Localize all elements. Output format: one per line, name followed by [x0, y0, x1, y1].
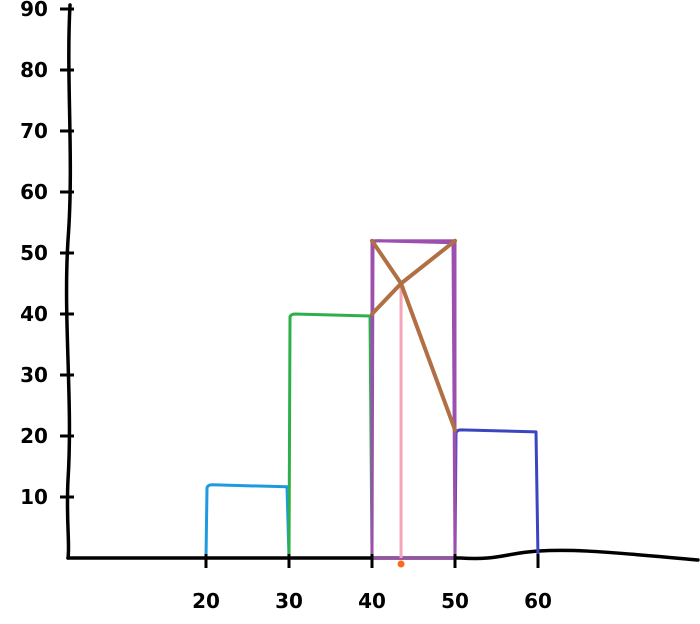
y-tick-label-1: 20 [20, 424, 48, 448]
overlay-lines [370, 238, 457, 568]
histogram-bars [204, 239, 540, 560]
x-axis-line [66, 548, 700, 562]
x-tick-label-2: 40 [358, 589, 386, 613]
bar-3 [453, 428, 540, 560]
y-tick-label-7: 80 [20, 58, 48, 82]
x-tick-label-4: 60 [524, 589, 552, 613]
y-tick-label-8: 90 [20, 0, 48, 21]
overlay-stroke-1 [370, 238, 457, 432]
marker-dot [397, 560, 405, 568]
y-tick-label-4: 50 [20, 241, 48, 265]
y-tick-label-3: 40 [20, 302, 48, 326]
y-tick-label-6: 70 [20, 119, 48, 143]
y-tick-label-2: 30 [20, 363, 48, 387]
overlay-stroke-2 [370, 238, 457, 316]
x-tick-label-3: 50 [441, 589, 469, 613]
y-axis-line [64, 3, 73, 560]
y-tick-label-5: 60 [20, 180, 48, 204]
bar-1 [287, 312, 374, 560]
bar-2-box [370, 239, 457, 560]
x-tick-label-0: 20 [192, 589, 220, 613]
x-axis-ticks: 20 30 40 50 60 [192, 554, 552, 613]
y-tick-label-0: 10 [20, 485, 48, 509]
x-tick-label-1: 30 [275, 589, 303, 613]
y-axis-ticks: 10 20 30 40 50 60 70 80 90 [20, 0, 74, 509]
axes [64, 3, 700, 562]
bar-0 [204, 483, 291, 560]
